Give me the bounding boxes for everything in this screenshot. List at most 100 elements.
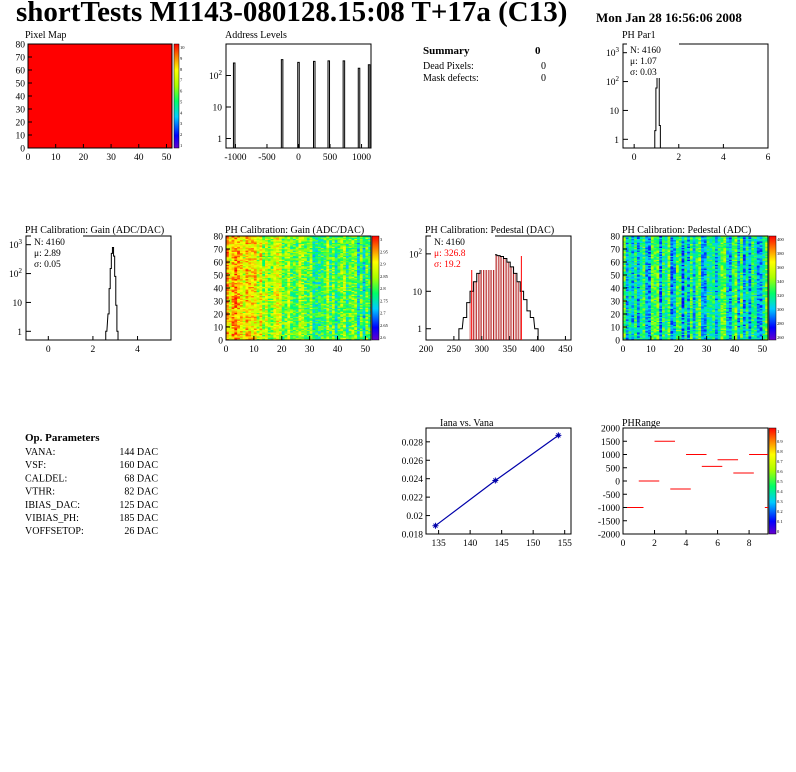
heatmap-cell: [237, 294, 241, 297]
heatmap-cell: [281, 321, 285, 324]
heatmap-cell: [340, 246, 344, 248]
heatmap-cell: [312, 307, 316, 310]
heatmap-cell: [226, 294, 230, 297]
heatmap-cell: [234, 262, 238, 264]
heatmap-cell: [304, 258, 308, 260]
heatmap-cell: [312, 315, 316, 317]
heatmap-cell: [309, 289, 313, 291]
y-tick-label: 20: [214, 311, 224, 321]
heatmap-cell: [340, 295, 344, 298]
heatmap-cell: [365, 277, 369, 280]
heatmap-cell: [265, 316, 269, 319]
heatmap-cell: [636, 312, 641, 315]
heatmap-cell: [228, 236, 232, 238]
heatmap-cell: [242, 289, 246, 291]
heatmap-cell: [329, 276, 333, 278]
heatmap-cell: [318, 328, 322, 330]
heatmap-cell: [276, 288, 280, 290]
heatmap-cell: [334, 328, 338, 330]
heatmap-cell: [636, 271, 641, 273]
heatmap-cell: [354, 254, 358, 256]
heatmap-cell: [639, 333, 643, 336]
heatmap-cell: [242, 282, 246, 285]
heatmap-cell: [301, 306, 305, 308]
heatmap-cell: [368, 273, 372, 276]
heatmap-cell: [239, 295, 244, 298]
heatmap-cell: [351, 265, 355, 268]
heatmap-cell: [284, 285, 288, 287]
heatmap-cell: [234, 308, 238, 311]
heatmap-cell: [348, 337, 352, 339]
heatmap-cell: [315, 302, 319, 304]
heatmap-cell: [345, 260, 349, 263]
heatmap-cell: [237, 259, 241, 261]
heatmap-cell: [337, 297, 341, 299]
heatmap-cell: [365, 337, 369, 339]
heatmap-cell: [331, 238, 336, 241]
heatmap-cell: [312, 299, 316, 302]
heatmap-cell: [284, 251, 288, 254]
heatmap-cell: [628, 298, 632, 300]
heatmap-cell: [351, 304, 355, 307]
heatmap-cell: [287, 276, 291, 278]
heatmap-cell: [251, 319, 255, 321]
heatmap-cell: [226, 333, 230, 336]
heatmap-cell: [343, 294, 347, 297]
heatmap-cell: [245, 278, 249, 281]
heatmap-cell: [351, 323, 355, 325]
heatmap-cell: [290, 276, 294, 278]
heatmap-cell: [298, 310, 302, 312]
heatmap-cell: [290, 294, 294, 297]
heatmap-cell: [237, 303, 241, 306]
heatmap-cell: [359, 242, 363, 245]
heatmap-cell: [631, 317, 635, 320]
heatmap-cell: [309, 256, 313, 259]
heatmap-cell: [334, 263, 338, 265]
heatmap-cell: [343, 304, 347, 307]
heatmap-cell: [312, 308, 316, 311]
heatmap-cell: [340, 282, 344, 285]
heatmap-cell: [276, 304, 280, 307]
heatmap-cell: [276, 333, 280, 336]
heatmap-cell: [348, 308, 352, 311]
heatmap-cell: [312, 280, 316, 282]
heatmap-cell: [326, 327, 330, 329]
heatmap-cell: [278, 260, 283, 263]
heatmap-cell: [256, 238, 260, 241]
heatmap-cell: [284, 264, 288, 267]
heatmap-cell: [642, 330, 646, 333]
heatmap-cell: [345, 334, 349, 337]
heatmap-cell: [631, 304, 635, 307]
heatmap-cell: [259, 255, 263, 258]
heatmap-cell: [253, 239, 257, 242]
heatmap-cell: [237, 295, 241, 298]
heatmap-cell: [320, 277, 324, 280]
heatmap-cell: [242, 307, 246, 310]
heatmap-cell: [320, 307, 324, 310]
heatmap-cell: [323, 246, 327, 248]
heatmap-cell: [359, 269, 363, 272]
heatmap-cell: [323, 251, 327, 254]
heatmap-cell: [343, 314, 347, 316]
heatmap-cell: [331, 304, 336, 307]
heatmap-cell: [628, 260, 632, 263]
heatmap-cell: [331, 307, 336, 310]
heatmap-cell: [642, 299, 646, 302]
heatmap-cell: [642, 332, 646, 334]
heatmap-cell: [331, 262, 336, 264]
heatmap-cell: [237, 252, 241, 255]
heatmap-cell: [265, 310, 269, 312]
heatmap-cell: [340, 291, 344, 294]
heatmap-cell: [334, 291, 338, 294]
heatmap-cell: [318, 276, 322, 278]
heatmap-cell: [306, 271, 310, 273]
heatmap-cell: [242, 267, 246, 269]
heatmap-cell: [348, 298, 352, 300]
heatmap-cell: [242, 321, 246, 324]
heatmap-cell: [273, 242, 277, 245]
heatmap-cell: [368, 290, 372, 293]
heatmap-cell: [281, 241, 285, 243]
heatmap-cell: [359, 259, 363, 261]
heatmap-cell: [337, 333, 341, 336]
heatmap-cell: [309, 271, 313, 273]
